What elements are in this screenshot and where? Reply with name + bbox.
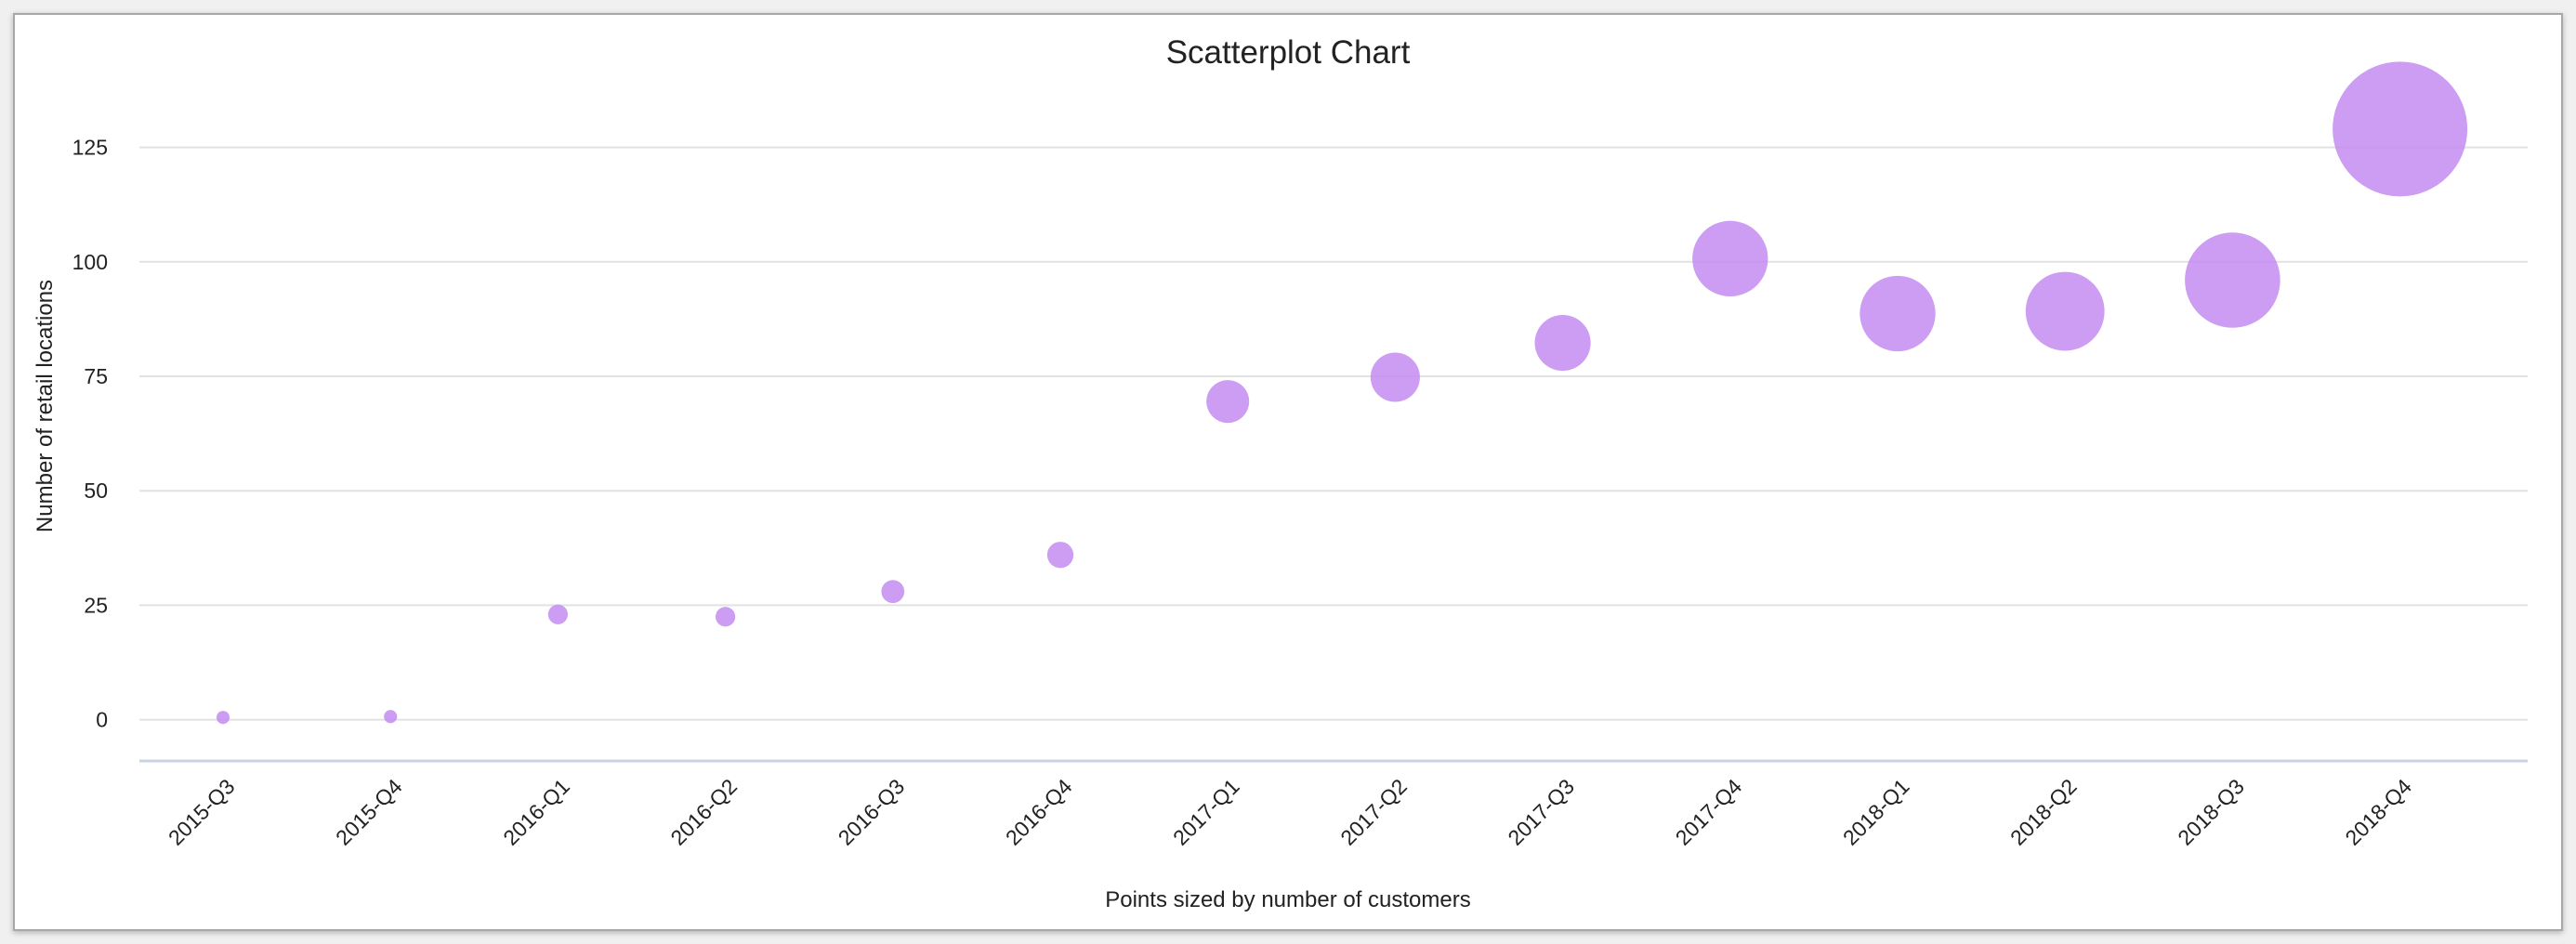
x-tick-label: 2017-Q2 — [1335, 774, 1412, 850]
data-point[interactable] — [715, 607, 736, 627]
y-axis-label: Number of retail locations — [33, 280, 58, 532]
x-tick-label: 2016-Q2 — [665, 774, 742, 850]
data-point[interactable] — [1370, 352, 1420, 402]
x-tick-label: 2015-Q4 — [331, 774, 407, 850]
data-point[interactable] — [1206, 380, 1250, 424]
data-point[interactable] — [384, 710, 398, 724]
data-point[interactable] — [2025, 271, 2105, 351]
x-tick-label: 2017-Q3 — [1503, 774, 1579, 850]
y-axis-ticks: 0 25 50 75 100 125 — [72, 136, 108, 732]
gridlines — [139, 146, 2528, 721]
x-tick-label: 2016-Q4 — [1001, 774, 1077, 850]
data-points — [216, 61, 2468, 725]
chart-title: Scatterplot Chart — [1166, 34, 1411, 71]
y-tick-label: 100 — [72, 250, 108, 274]
data-point[interactable] — [216, 711, 230, 725]
x-tick-label: 2018-Q1 — [1838, 774, 1914, 850]
x-tick-label: 2018-Q2 — [2005, 774, 2082, 850]
x-tick-label: 2018-Q3 — [2173, 774, 2249, 850]
data-point[interactable] — [1860, 275, 1936, 352]
y-tick-label: 0 — [96, 708, 108, 732]
y-tick-label: 50 — [84, 479, 108, 503]
data-point[interactable] — [2333, 61, 2468, 197]
x-tick-label: 2016-Q3 — [834, 774, 910, 850]
y-tick-label: 125 — [72, 136, 108, 160]
x-tick-label: 2017-Q4 — [1671, 774, 1747, 850]
y-tick-label: 25 — [84, 593, 108, 617]
data-point[interactable] — [2185, 232, 2280, 328]
x-axis-ticks: 2015-Q3 2015-Q4 2016-Q1 2016-Q2 2016-Q3 2016-… — [164, 774, 2416, 850]
x-tick-label: 2016-Q1 — [498, 774, 574, 850]
data-point[interactable] — [1046, 542, 1074, 569]
x-axis-label: Points sized by number of customers — [1105, 887, 1471, 912]
chart-container — [13, 13, 2563, 931]
x-tick-label: 2017-Q1 — [1168, 774, 1244, 850]
data-point[interactable] — [1692, 220, 1768, 296]
data-point[interactable] — [547, 604, 569, 624]
x-tick-label: 2018-Q4 — [2340, 774, 2416, 850]
x-tick-label: 2015-Q3 — [164, 774, 240, 850]
data-point[interactable] — [1534, 314, 1591, 372]
y-tick-label: 75 — [84, 364, 108, 388]
data-point[interactable] — [881, 580, 905, 604]
